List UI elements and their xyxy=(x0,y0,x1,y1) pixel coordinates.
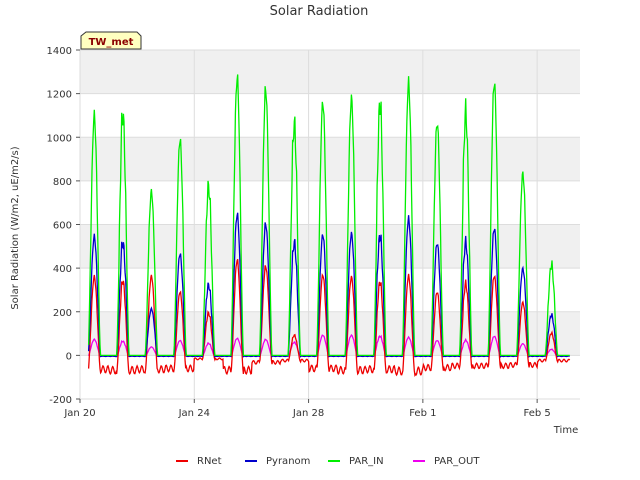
series-line-rnet xyxy=(87,258,571,378)
y-tick-label: 600 xyxy=(53,221,72,232)
site-label-text: TW_met xyxy=(89,37,134,48)
y-tick-label: 400 xyxy=(53,264,72,275)
x-axis: Jan 20 Jan 24 Jan 28 Feb 1 Feb 5 xyxy=(63,399,551,419)
legend-label: RNet xyxy=(197,456,222,467)
x-tick-label: Jan 20 xyxy=(63,408,95,419)
series-lines xyxy=(87,74,571,378)
y-axis-label: Solar Radiation (W/m2, uE/m2/s) xyxy=(10,146,21,309)
y-axis: -200 0 200 400 600 800 1000 1200 1400 xyxy=(47,46,80,406)
x-tick-label: Jan 24 xyxy=(178,408,210,419)
legend-label: PAR_IN xyxy=(349,456,384,467)
legend-label: Pyranom xyxy=(266,456,310,467)
plot-band xyxy=(80,311,580,356)
x-axis-label: Time xyxy=(553,425,578,436)
y-tick-label: 200 xyxy=(53,308,72,319)
plot-band xyxy=(80,137,580,181)
x-tick-label: Feb 5 xyxy=(524,408,551,419)
y-tick-label: 1000 xyxy=(47,133,72,144)
y-tick-label: 0 xyxy=(66,351,72,362)
y-tick-label: 1400 xyxy=(47,46,72,57)
y-tick-label: 800 xyxy=(53,177,72,188)
y-tick-label: -200 xyxy=(49,395,72,406)
legend-label: PAR_OUT xyxy=(434,456,480,467)
chart-title: Solar Radiation xyxy=(270,4,369,19)
x-tick-label: Feb 1 xyxy=(409,408,436,419)
x-tick-label: Jan 28 xyxy=(292,408,324,419)
legend: RNet Pyranom PAR_IN PAR_OUT xyxy=(176,456,480,467)
series-line-par-in xyxy=(87,74,570,357)
site-label-badge: TW_met xyxy=(80,31,142,50)
plot-band xyxy=(80,50,580,94)
y-tick-label: 1200 xyxy=(47,90,72,101)
